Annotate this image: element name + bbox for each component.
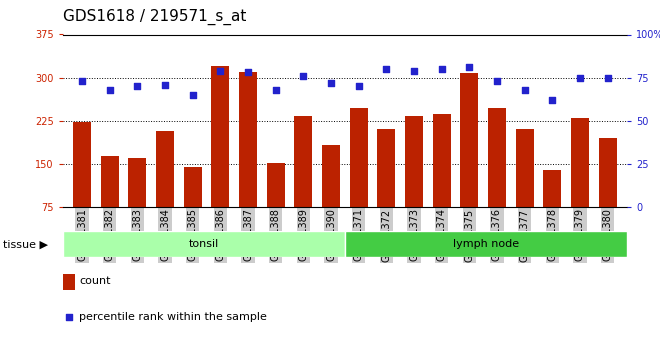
Point [519, 87, 530, 92]
Point [160, 82, 170, 87]
Point [77, 78, 87, 84]
Point [381, 66, 391, 72]
Text: lymph node: lymph node [453, 239, 519, 249]
Point [243, 70, 253, 75]
Point [492, 78, 502, 84]
Bar [460, 73, 478, 250]
Bar [345, 231, 627, 257]
Text: GDS1618 / 219571_s_at: GDS1618 / 219571_s_at [63, 9, 246, 25]
Point [64, 315, 75, 320]
Point [215, 68, 226, 73]
Point [104, 87, 115, 92]
Bar [599, 138, 616, 250]
Bar [433, 114, 451, 250]
Bar [73, 122, 91, 250]
Point [271, 87, 281, 92]
Text: count: count [79, 276, 111, 286]
Bar [211, 66, 230, 250]
Bar [63, 231, 345, 257]
Point [187, 92, 198, 98]
Point [603, 75, 613, 80]
Text: percentile rank within the sample: percentile rank within the sample [79, 313, 267, 322]
Bar [294, 116, 312, 250]
Bar [101, 156, 119, 250]
Point [464, 65, 475, 70]
Bar [515, 129, 534, 250]
Bar [322, 146, 340, 250]
Bar [350, 108, 368, 250]
Bar [543, 170, 561, 250]
Point [575, 75, 585, 80]
Bar [267, 163, 284, 250]
Point [436, 66, 447, 72]
Bar [239, 72, 257, 250]
Bar [488, 108, 506, 250]
Text: tonsil: tonsil [189, 239, 219, 249]
Point [326, 80, 337, 86]
Point [298, 73, 309, 79]
Point [132, 83, 143, 89]
Bar [129, 158, 147, 250]
Bar [156, 130, 174, 250]
Text: tissue ▶: tissue ▶ [3, 239, 48, 249]
Bar [378, 129, 395, 250]
Bar [183, 167, 202, 250]
Point [409, 68, 419, 73]
Point [353, 83, 364, 89]
Bar [405, 116, 423, 250]
Bar [571, 118, 589, 250]
Point [547, 97, 558, 103]
